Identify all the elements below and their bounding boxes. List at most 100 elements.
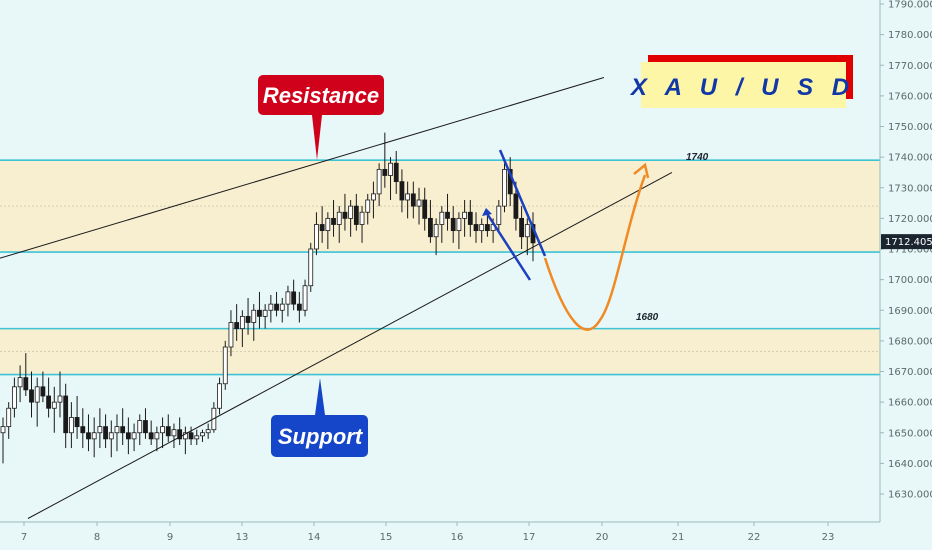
x-tick-label: 17 xyxy=(523,532,536,543)
level-label-lower: 1680 xyxy=(636,312,659,323)
candle-body xyxy=(17,377,23,388)
candle-body xyxy=(314,224,319,250)
resistance-box xyxy=(258,75,384,115)
candle-body xyxy=(143,420,148,434)
candle-body xyxy=(268,303,274,311)
candle-body xyxy=(200,432,205,437)
x-tick-label: 21 xyxy=(672,532,685,543)
candle-body xyxy=(23,377,29,391)
candle-body xyxy=(251,309,257,323)
candle-body xyxy=(331,217,336,225)
candle-body xyxy=(462,211,468,219)
candle-body xyxy=(450,217,456,232)
candle-body xyxy=(325,217,331,232)
candle-body xyxy=(239,315,245,330)
y-tick-label: 1660.000 xyxy=(888,398,932,409)
candle-body xyxy=(308,248,314,287)
resistance-trendline xyxy=(0,77,605,259)
candle-body xyxy=(103,426,108,440)
support-pointer xyxy=(315,378,325,415)
candle-body xyxy=(405,193,411,201)
candle-body xyxy=(296,303,302,311)
levels-layer xyxy=(0,159,880,376)
candle-body xyxy=(194,435,200,440)
candle-body xyxy=(29,389,34,403)
candle-body xyxy=(456,217,462,232)
y-tick-label: 1730.000 xyxy=(888,183,932,194)
candle-body xyxy=(502,168,507,207)
y-axis-ticks: 1630.000 1640.000 1650.000 1660.000 1670.000… xyxy=(880,0,932,501)
candle-body xyxy=(388,162,393,176)
y-tick-label: 1670.000 xyxy=(888,367,932,378)
candle-body xyxy=(68,417,74,434)
candle-body xyxy=(433,224,439,238)
projection-path xyxy=(543,174,647,331)
candle-body xyxy=(97,426,103,434)
x-tick-label: 14 xyxy=(308,532,321,543)
candle-body xyxy=(217,383,222,409)
candle-body xyxy=(382,168,388,176)
candle-body xyxy=(63,395,69,434)
candle-body xyxy=(479,224,485,232)
resistance-callout: Resistance xyxy=(258,75,384,160)
candle-body xyxy=(319,224,325,232)
candle-body xyxy=(137,420,143,434)
candle-body xyxy=(177,429,183,440)
candle-body xyxy=(467,211,473,225)
price-tag-value: 1712.405 xyxy=(885,237,932,248)
candle-body xyxy=(279,303,285,311)
y-tick-label: 1680.000 xyxy=(888,336,932,347)
symbol-label: X A U / U S D xyxy=(629,74,855,101)
candle-body xyxy=(182,432,188,440)
candle-body xyxy=(302,285,308,311)
candle-body xyxy=(234,322,240,330)
candle-body xyxy=(171,429,177,437)
candle-body xyxy=(205,429,211,434)
x-tick-label: 16 xyxy=(451,532,464,543)
candle-body xyxy=(399,181,405,201)
candle-body xyxy=(57,395,63,403)
candle-body xyxy=(393,162,399,183)
y-tick-label: 1750.000 xyxy=(888,122,932,133)
y-tick-label: 1710.000 xyxy=(888,245,932,256)
y-tick-label: 1690.000 xyxy=(888,306,932,317)
y-tick-label: 1780.000 xyxy=(888,30,932,41)
candle-body xyxy=(80,426,86,434)
candle-body xyxy=(108,432,114,440)
y-tick-label: 1640.000 xyxy=(888,459,932,470)
candle-body xyxy=(473,224,479,232)
y-tick-label: 1720.000 xyxy=(888,214,932,225)
candle-body xyxy=(291,291,297,305)
candle-body xyxy=(40,386,46,397)
candle-body xyxy=(445,211,450,219)
candle-body xyxy=(336,211,342,225)
candle-body xyxy=(410,193,416,207)
price-tag-background xyxy=(881,234,932,250)
candle-body xyxy=(365,199,371,213)
candle-body xyxy=(519,217,525,238)
support-trendline xyxy=(27,171,673,519)
y-tick-label: 1700.000 xyxy=(888,275,932,286)
candle-body xyxy=(86,432,91,440)
channel-lower-line xyxy=(484,211,532,281)
candle-body xyxy=(51,401,57,409)
candle-body xyxy=(348,205,354,219)
candle-body xyxy=(6,407,12,428)
candle-body xyxy=(125,432,131,440)
x-tick-label: 23 xyxy=(822,532,835,543)
y-tick-label: 1650.000 xyxy=(888,428,932,439)
candle-body xyxy=(0,426,6,434)
candle-body xyxy=(262,309,268,317)
support-label: Support xyxy=(278,424,364,449)
candle-body xyxy=(422,199,428,219)
x-tick-label: 9 xyxy=(167,532,173,543)
candle-body xyxy=(148,432,154,440)
candle-body xyxy=(228,322,234,348)
candle-body xyxy=(120,426,126,434)
x-tick-label: 8 xyxy=(94,532,100,543)
x-axis-ticks: 7 8 9 13 14 15 16 17 20 21 22 23 xyxy=(21,522,835,543)
channel-upper-line xyxy=(498,149,547,257)
symbol-banner: X A U / U S D xyxy=(629,55,855,108)
candle-body xyxy=(524,224,530,238)
